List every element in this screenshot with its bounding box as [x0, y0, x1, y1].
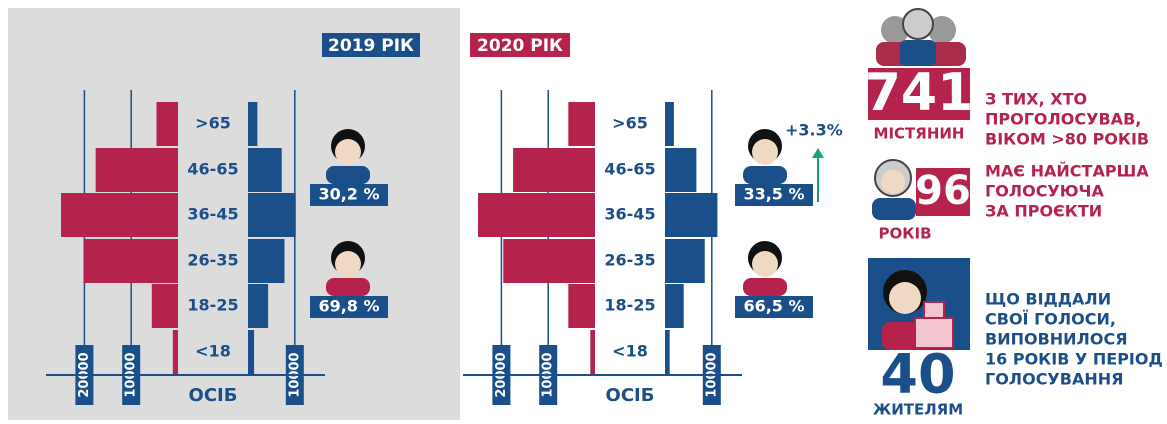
bar-men [665, 193, 717, 237]
birthday-icon [868, 258, 970, 350]
infographic: 2019 РІК200001000010000>6546-6536-4526-3… [0, 0, 1167, 424]
grandma-icon [872, 160, 916, 220]
bar-women [83, 239, 178, 283]
fact-text: ВІКОМ >80 РОКІВ [985, 130, 1149, 149]
face [752, 139, 778, 165]
change-arrowhead [812, 148, 824, 158]
fact-caption: МІСТЯНИН [874, 125, 965, 143]
category-label: 18-25 [604, 296, 655, 315]
bar-men [665, 330, 670, 374]
fact-text: ГОЛОСУВАННЯ [985, 370, 1123, 389]
fact-caption: РОКІВ [878, 225, 931, 243]
axis-label: ОСІБ [606, 385, 655, 406]
fact-text: ГОЛОСУЮЧА [985, 182, 1104, 201]
bar-women [590, 330, 595, 374]
bar-men [665, 284, 684, 328]
category-label: 46-65 [604, 160, 655, 179]
category-label: <18 [195, 342, 231, 361]
women-share: 66,5 % [743, 297, 804, 316]
bar-women [96, 148, 178, 192]
bar-women [568, 284, 595, 328]
bar-women [61, 193, 178, 237]
category-label: <18 [612, 342, 648, 361]
bar-men [665, 148, 696, 192]
fact-text: ВИПОВНИЛОСЯ [985, 330, 1128, 349]
change-label: +3.3% [785, 121, 843, 140]
fact-text: 16 РОКІВ У ПЕРІОД [985, 350, 1163, 369]
bar-women [152, 284, 178, 328]
bar-women [173, 330, 178, 374]
category-label: 26-35 [604, 251, 655, 270]
bar-men [248, 193, 296, 237]
body [326, 166, 370, 184]
chart-title: 2019 РІК [328, 36, 414, 56]
face [752, 251, 778, 277]
category-label: >65 [195, 114, 231, 133]
category-label: >65 [612, 114, 648, 133]
men-share: 30,2 % [318, 185, 379, 204]
bar-women [156, 102, 178, 146]
category-label: 18-25 [187, 296, 238, 315]
category-label: 26-35 [187, 251, 238, 270]
chart-title: 2020 РІК [477, 36, 563, 56]
fact-number: 40 [880, 343, 955, 406]
face [335, 139, 361, 165]
fact-text: ЗА ПРОЄКТИ [985, 202, 1102, 221]
bar-men [248, 330, 254, 374]
fact-text: З ТИХ, ХТО [985, 90, 1087, 109]
man-icon [743, 129, 787, 184]
women-share: 69,8 % [318, 297, 379, 316]
elderly-icon [876, 9, 966, 66]
axis-label: ОСІБ [189, 385, 238, 406]
fact-text: МАЄ НАЙСТАРША [985, 162, 1149, 181]
fact-number: 741 [865, 63, 974, 123]
bar-women [513, 148, 595, 192]
bar-women [478, 193, 595, 237]
body [743, 278, 787, 296]
fact-text: СВОЇ ГОЛОСИ, [985, 310, 1116, 329]
fact-caption: ЖИТЕЛЯМ [873, 401, 963, 419]
men-share: 33,5 % [743, 185, 804, 204]
bar-men [248, 148, 282, 192]
fact-number: 96 [915, 168, 971, 214]
fact-text: ПРОГОЛОСУВАВ, [985, 110, 1141, 129]
bar-men [248, 284, 268, 328]
face [335, 251, 361, 277]
bar-men [665, 102, 674, 146]
bar-men [665, 239, 705, 283]
bar-men [248, 102, 257, 146]
woman-icon [743, 241, 787, 296]
category-label: 36-45 [604, 205, 655, 224]
body [326, 278, 370, 296]
bar-men [248, 239, 285, 283]
bar-women [503, 239, 595, 283]
category-label: 36-45 [187, 205, 238, 224]
bar-women [568, 102, 595, 146]
fact-text: ЩО ВІДДАЛИ [985, 290, 1111, 309]
category-label: 46-65 [187, 160, 238, 179]
body [743, 166, 787, 184]
